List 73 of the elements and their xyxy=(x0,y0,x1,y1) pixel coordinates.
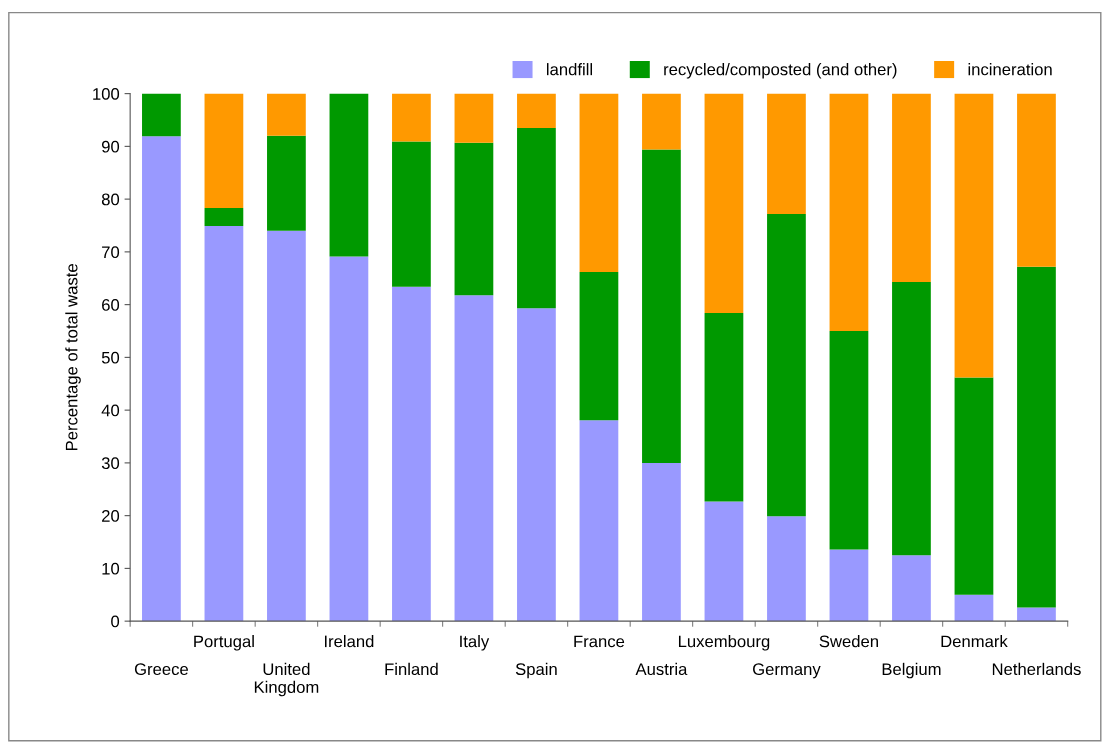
y-tick-label: 60 xyxy=(102,299,120,311)
x-tick-label: Austria xyxy=(635,662,688,676)
bar xyxy=(142,136,181,622)
x-tick-label: Spain xyxy=(515,662,557,679)
bar xyxy=(204,208,244,227)
y-tick-label: 10 xyxy=(102,562,120,575)
y-axis-title: Percentage of total waste xyxy=(65,264,81,451)
bar xyxy=(267,230,306,622)
bar xyxy=(767,516,806,622)
y-tick-label: 50 xyxy=(101,351,120,364)
bar xyxy=(392,93,431,142)
x-tick-label: Netherlands xyxy=(992,662,1081,676)
bar xyxy=(204,226,244,622)
bar xyxy=(454,295,494,622)
x-tick-label: Luxembourg xyxy=(678,635,770,651)
bar xyxy=(642,93,681,150)
bar xyxy=(892,93,931,282)
bar xyxy=(954,594,994,622)
bar xyxy=(454,93,494,143)
bar xyxy=(704,93,744,314)
bar xyxy=(1017,266,1056,608)
bar xyxy=(517,93,556,128)
legend-label: landfill xyxy=(546,63,592,76)
bar xyxy=(704,501,744,622)
bar xyxy=(767,93,806,214)
bar xyxy=(329,256,369,622)
y-tick-label: 70 xyxy=(102,246,120,259)
bar xyxy=(142,93,181,137)
bar xyxy=(1017,93,1056,267)
x-tick-label: Ireland xyxy=(324,635,374,648)
bar xyxy=(392,141,431,287)
bar xyxy=(1017,607,1056,622)
bar xyxy=(954,377,994,595)
bar xyxy=(829,331,869,550)
legend-label: recycled/composted (and other) xyxy=(664,63,897,79)
bar xyxy=(829,549,869,622)
bar xyxy=(329,93,369,257)
x-tick-label: United Kingdom xyxy=(254,662,319,697)
bar xyxy=(267,93,306,136)
y-tick-label: 30 xyxy=(101,457,120,470)
bar xyxy=(579,420,619,622)
y-tick-label: 100 xyxy=(93,88,120,100)
bar xyxy=(892,555,931,622)
legend-label: incineration xyxy=(968,63,1052,76)
bar xyxy=(954,93,994,378)
x-tick-label: Belgium xyxy=(882,662,941,679)
y-tick-label: 80 xyxy=(101,193,120,206)
x-tick-label: France xyxy=(574,635,625,648)
x-tick-label: Finland xyxy=(385,662,438,676)
bar xyxy=(642,149,681,463)
y-tick-label: 90 xyxy=(101,140,120,153)
bar xyxy=(392,286,431,622)
bar xyxy=(517,308,556,622)
x-tick-label: Greece xyxy=(134,663,188,676)
bar xyxy=(454,142,494,296)
x-tick-label: Germany xyxy=(753,663,821,679)
y-tick-label: 0 xyxy=(111,615,120,628)
x-tick-label: Sweden xyxy=(819,635,878,648)
x-tick-label: Italy xyxy=(460,635,490,651)
x-tick-label: Portugal xyxy=(194,635,254,651)
x-tick-label: Denmark xyxy=(941,635,1008,648)
y-tick-label: 40 xyxy=(101,404,120,417)
bar xyxy=(267,135,306,231)
bar xyxy=(579,271,619,421)
bar xyxy=(579,93,619,272)
bar xyxy=(829,93,869,332)
y-tick-label: 20 xyxy=(102,510,120,522)
bar xyxy=(204,93,244,209)
bar xyxy=(642,462,681,622)
bar xyxy=(767,213,806,517)
bar xyxy=(892,281,931,556)
bar xyxy=(704,313,744,502)
bar xyxy=(517,127,556,309)
